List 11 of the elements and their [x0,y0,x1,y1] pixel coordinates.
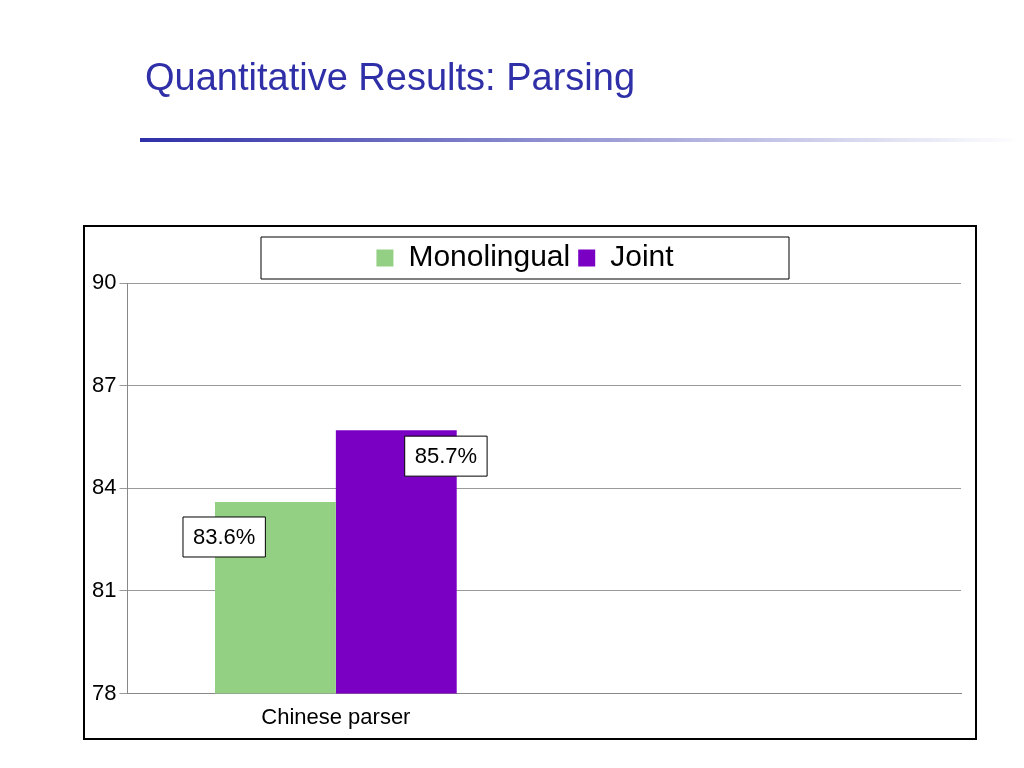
y-tick-label: 81 [91,577,117,603]
y-tick-label: 90 [91,269,117,295]
data-label: 85.7% [414,443,478,469]
x-tick-label: Chinese parser [261,703,411,729]
legend-label: Joint [610,239,675,273]
y-tick-label: 87 [91,371,117,397]
y-tick-label: 78 [91,679,117,705]
chart-title: Quantitative Results: Parsing [145,56,636,99]
legend-label: Monolingual [408,239,571,273]
y-tick-label: 84 [91,474,117,500]
data-label: 83.6% [192,524,256,550]
